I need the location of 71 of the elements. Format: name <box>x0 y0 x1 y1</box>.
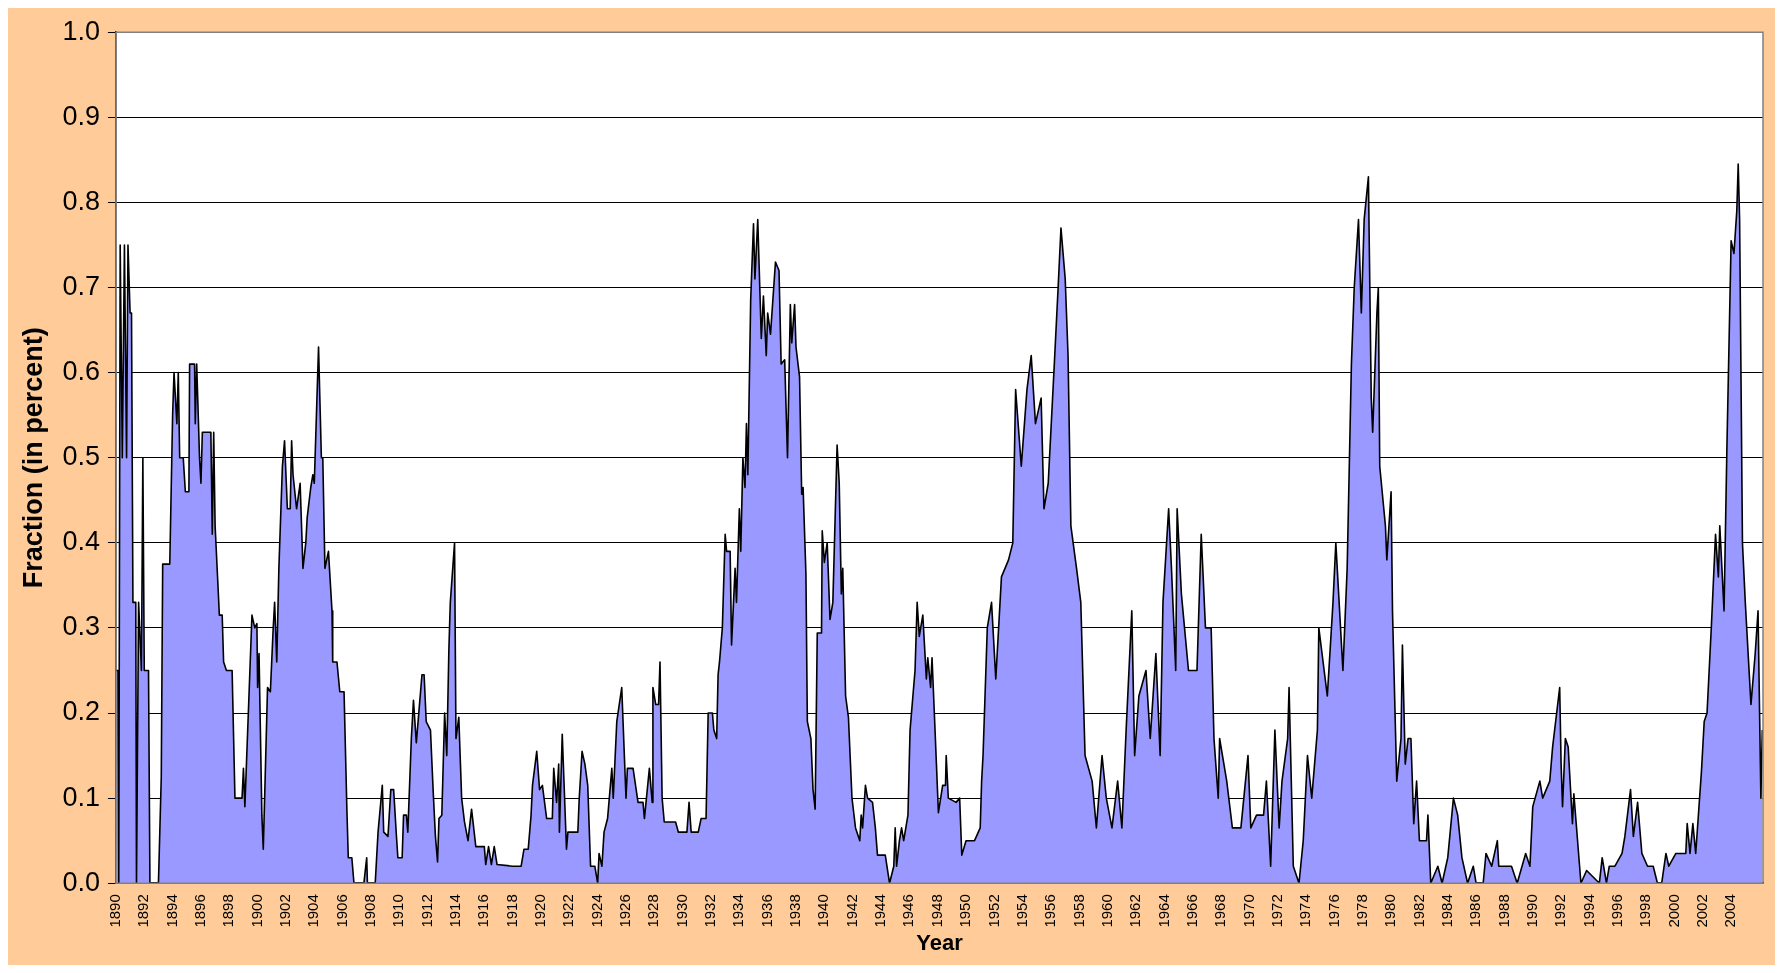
x-tick-label: 1934 <box>729 894 747 928</box>
x-tick-label: 1948 <box>927 894 945 928</box>
x-tick-label: 1958 <box>1069 894 1087 928</box>
x-tick-label: 1962 <box>1126 894 1144 928</box>
y-tick-label: 0.6 <box>62 356 100 387</box>
y-tick-label: 0.0 <box>62 866 100 897</box>
x-tick-label: 1940 <box>814 894 832 928</box>
x-tick-label: 1904 <box>304 894 322 928</box>
y-axis-title: Fraction (in percent) <box>17 327 48 589</box>
y-tick-label: 0.5 <box>62 441 100 472</box>
x-tick-label: 1986 <box>1466 894 1484 928</box>
x-tick-label: 2000 <box>1664 894 1682 928</box>
x-tick-label: 1974 <box>1296 894 1314 928</box>
x-tick-label: 1892 <box>134 894 152 928</box>
x-tick-label: 1936 <box>757 894 775 928</box>
x-tick-label: 1912 <box>417 894 435 928</box>
x-tick-label: 1996 <box>1607 894 1625 928</box>
x-tick-label: 1970 <box>1239 894 1257 928</box>
x-tick-label: 1982 <box>1409 894 1427 928</box>
x-tick-label: 1944 <box>871 894 889 928</box>
x-tick-label: 1898 <box>219 894 237 928</box>
x-tick-label: 1966 <box>1182 894 1200 928</box>
x-tick-label: 1908 <box>361 894 379 928</box>
y-tick-label: 0.7 <box>62 270 100 301</box>
x-tick-label: 1964 <box>1154 894 1172 928</box>
x-tick-label: 1890 <box>106 894 124 928</box>
x-tick-label: 1910 <box>389 894 407 928</box>
x-tick-label: 1924 <box>587 894 605 928</box>
y-tick-label: 0.9 <box>62 100 100 131</box>
x-tick-label: 1988 <box>1494 894 1512 928</box>
x-tick-label: 1916 <box>474 894 492 928</box>
x-tick-label: 1990 <box>1522 894 1540 928</box>
x-tick-label: 1954 <box>1012 894 1030 928</box>
x-tick-label: 1972 <box>1267 894 1285 928</box>
x-tick-label: 1994 <box>1579 894 1597 928</box>
x-tick-label: 1952 <box>984 894 1002 928</box>
x-tick-label: 1946 <box>899 894 917 928</box>
x-tick-label: 1918 <box>502 894 520 928</box>
x-tick-label: 1998 <box>1636 894 1654 928</box>
y-tick-label: 1.0 <box>62 15 100 46</box>
y-tick-label: 0.4 <box>62 526 100 557</box>
x-tick-label: 1896 <box>191 894 209 928</box>
x-tick-label: 1976 <box>1324 894 1342 928</box>
y-tick-label: 0.8 <box>62 185 100 216</box>
y-tick-label: 0.1 <box>62 781 100 812</box>
x-tick-label: 1942 <box>842 894 860 928</box>
x-tick-label: 1932 <box>701 894 719 928</box>
x-axis-title: Year <box>916 929 964 955</box>
x-tick-label: 1900 <box>247 894 265 928</box>
x-tick-label: 1928 <box>644 894 662 928</box>
x-tick-label: 1930 <box>672 894 690 928</box>
x-tick-label: 1956 <box>1041 894 1059 928</box>
x-tick-label: 1980 <box>1381 894 1399 928</box>
x-tick-label: 1978 <box>1352 894 1370 928</box>
x-tick-label: 1920 <box>531 894 549 928</box>
x-tick-label: 1906 <box>332 894 350 928</box>
x-tick-label: 2002 <box>1692 894 1710 928</box>
x-tick-label: 1926 <box>616 894 634 928</box>
x-tick-label: 1992 <box>1551 894 1569 928</box>
x-tick-label: 1960 <box>1097 894 1115 928</box>
x-tick-label: 1968 <box>1211 894 1229 928</box>
x-tick-label: 1984 <box>1437 894 1455 928</box>
x-tick-label: 1950 <box>956 894 974 928</box>
y-tick-label: 0.2 <box>62 696 100 727</box>
x-tick-label: 1938 <box>786 894 804 928</box>
x-tick-label: 2004 <box>1721 894 1739 928</box>
x-tick-label: 1902 <box>276 894 294 928</box>
x-tick-label: 1922 <box>559 894 577 928</box>
x-tick-label: 1914 <box>446 894 464 928</box>
y-tick-label: 0.3 <box>62 611 100 642</box>
x-tick-label: 1894 <box>162 894 180 928</box>
